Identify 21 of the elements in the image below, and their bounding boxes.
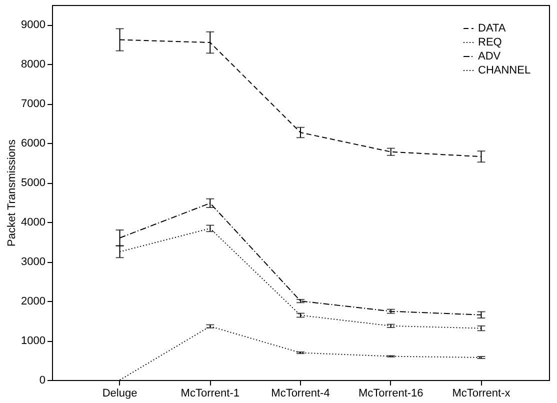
y-tick-label: 6000 — [21, 138, 46, 150]
y-tick-label: 9000 — [21, 19, 46, 32]
y-tick-label: 8000 — [21, 58, 46, 71]
legend-label: REQ — [478, 36, 502, 48]
line-series — [119, 202, 482, 316]
y-tick-label: 4000 — [21, 216, 46, 229]
y-tick-label: 7000 — [21, 98, 46, 110]
x-tick-label: McTorrent-4 — [271, 388, 330, 400]
y-tick-label: 2000 — [21, 296, 46, 308]
legend-label: CHANNEL — [478, 64, 531, 76]
y-tick-label: 1000 — [21, 335, 46, 348]
legend-label: DATA — [478, 22, 506, 34]
y-tick-label: 0 — [39, 374, 46, 386]
y-tick-label: 5000 — [21, 177, 46, 190]
x-tick-label: McTorrent-x — [452, 388, 511, 400]
x-tick-label: Deluge — [102, 388, 138, 400]
x-tick-label: McTorrent-16 — [358, 388, 424, 400]
y-axis-title: Packet Transmissions — [6, 139, 18, 246]
y-tick-label: 3000 — [21, 256, 46, 268]
x-tick-label: McTorrent-1 — [180, 388, 240, 400]
legend-label: ADV — [478, 50, 502, 62]
